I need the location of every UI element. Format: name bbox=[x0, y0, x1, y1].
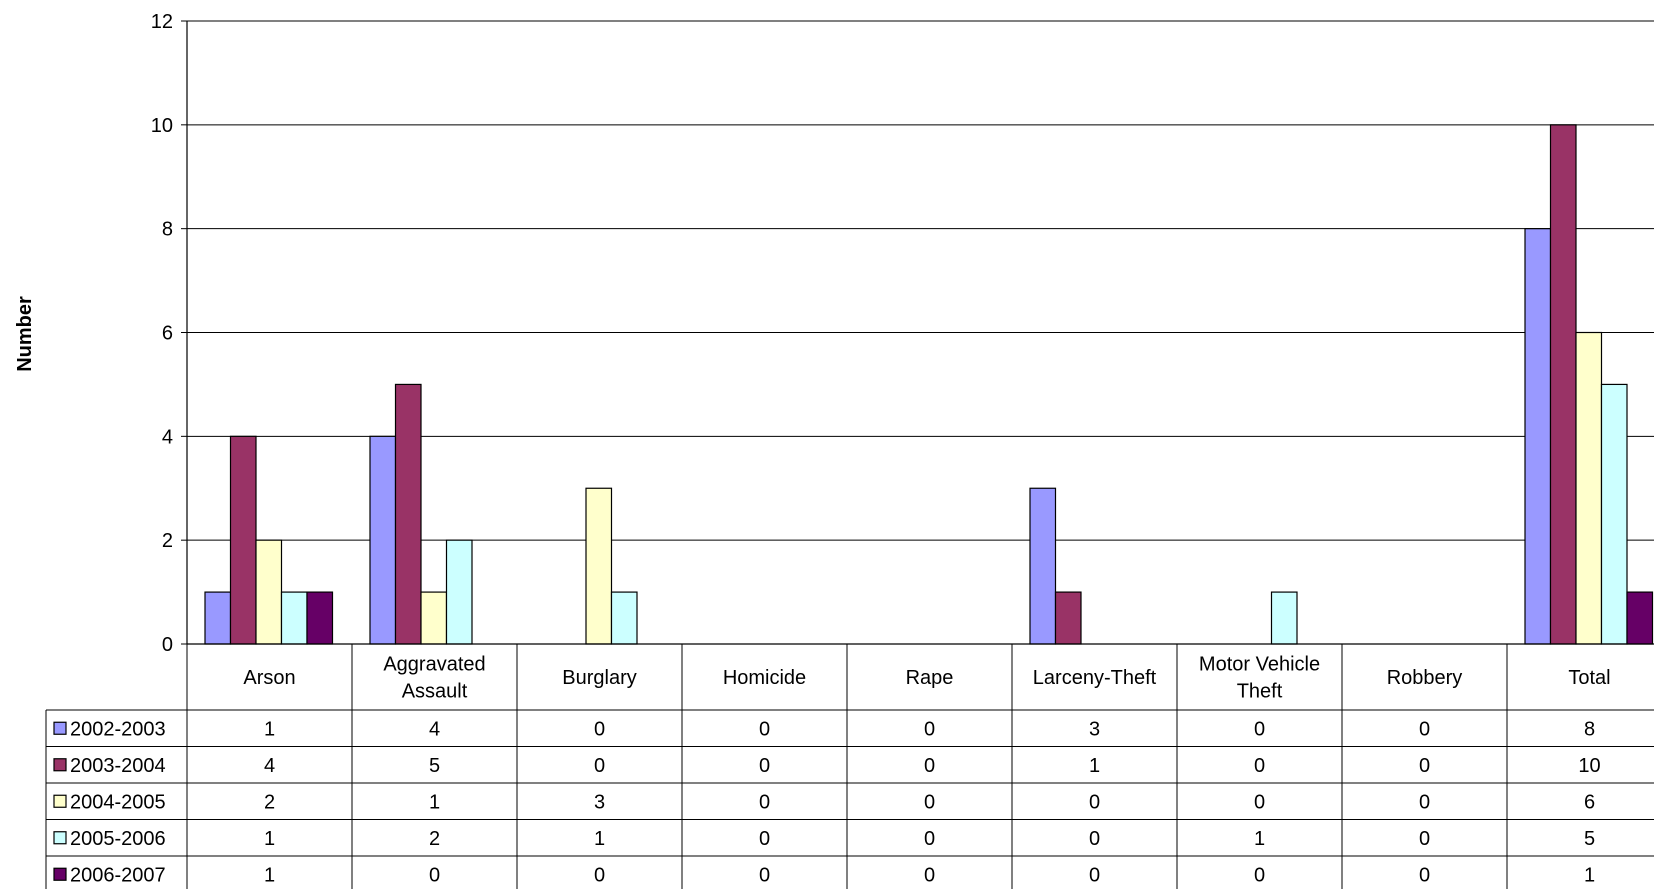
category-label: Aggravated bbox=[383, 654, 485, 676]
category-label: Rape bbox=[906, 667, 954, 689]
table-value: 2 bbox=[429, 828, 440, 850]
table-value: 0 bbox=[429, 864, 440, 886]
table-value: 0 bbox=[1254, 718, 1265, 740]
category-label: Robbery bbox=[1387, 667, 1463, 689]
table-value: 0 bbox=[1419, 755, 1430, 777]
legend-swatch bbox=[53, 831, 67, 845]
table-value: 0 bbox=[924, 828, 935, 850]
table-value: 0 bbox=[759, 755, 770, 777]
y-tick-label: 4 bbox=[162, 426, 173, 448]
bar bbox=[445, 539, 473, 645]
category-label: Larceny-Theft bbox=[1033, 667, 1157, 689]
table-value: 0 bbox=[594, 755, 605, 777]
table-value: 1 bbox=[1254, 828, 1265, 850]
table-value: 0 bbox=[924, 718, 935, 740]
table-value: 0 bbox=[924, 791, 935, 813]
table-value: 0 bbox=[1419, 718, 1430, 740]
bar bbox=[1549, 124, 1577, 645]
y-tick-label: 10 bbox=[151, 115, 173, 137]
category-label: Theft bbox=[1237, 681, 1283, 703]
table-value: 0 bbox=[759, 864, 770, 886]
y-axis-label: Number bbox=[14, 296, 36, 372]
bar bbox=[280, 591, 308, 645]
legend-label: 2002-2003 bbox=[70, 718, 166, 740]
table-value: 0 bbox=[759, 791, 770, 813]
table-value: 4 bbox=[429, 718, 440, 740]
legend-label: 2004-2005 bbox=[70, 791, 166, 813]
y-tick-label: 0 bbox=[162, 634, 173, 656]
category-label: Homicide bbox=[723, 667, 806, 689]
bar bbox=[1270, 591, 1298, 645]
table-value: 0 bbox=[759, 828, 770, 850]
legend-swatch bbox=[53, 867, 67, 881]
legend-swatch bbox=[53, 721, 67, 735]
table-value: 1 bbox=[264, 718, 275, 740]
bar bbox=[585, 487, 613, 645]
category-label: Arson bbox=[243, 667, 295, 689]
table-value: 0 bbox=[924, 755, 935, 777]
category-label: Total bbox=[1568, 667, 1610, 689]
data-table: Arson Aggravated Assault Burglary Homicide Ra… bbox=[45, 643, 1654, 889]
table-value: 0 bbox=[1419, 791, 1430, 813]
legend-swatch bbox=[53, 758, 67, 772]
bar bbox=[1524, 228, 1552, 645]
y-tick-label: 8 bbox=[162, 219, 173, 241]
category-label: Burglary bbox=[562, 667, 636, 689]
bar bbox=[369, 435, 397, 645]
gridlines bbox=[187, 20, 1654, 541]
bar bbox=[1575, 331, 1603, 645]
table-value: 0 bbox=[594, 864, 605, 886]
legend-label: 2006-2007 bbox=[70, 864, 166, 886]
bar bbox=[306, 591, 334, 645]
table-value: 8 bbox=[1584, 718, 1595, 740]
bars bbox=[204, 124, 1654, 645]
table-value: 1 bbox=[429, 791, 440, 813]
table-value: 1 bbox=[1089, 755, 1100, 777]
table-value: 1 bbox=[264, 864, 275, 886]
y-tick-label: 12 bbox=[151, 11, 173, 33]
category-label: Assault bbox=[402, 681, 468, 703]
table-value: 0 bbox=[594, 718, 605, 740]
bar bbox=[1029, 487, 1057, 645]
table-value: 2 bbox=[264, 791, 275, 813]
table-value: 4 bbox=[264, 755, 275, 777]
axes: 0 2 4 6 8 10 12 bbox=[151, 11, 188, 656]
table-value: 1 bbox=[594, 828, 605, 850]
table-value: 0 bbox=[1254, 755, 1265, 777]
table-value: 0 bbox=[1254, 864, 1265, 886]
y-tick-label: 2 bbox=[162, 530, 173, 552]
table-value: 1 bbox=[1584, 864, 1595, 886]
y-tick-label: 6 bbox=[162, 323, 173, 345]
table-value: 0 bbox=[1254, 791, 1265, 813]
legend-swatch bbox=[53, 794, 67, 808]
table-value: 6 bbox=[1584, 791, 1595, 813]
table-value: 1 bbox=[264, 828, 275, 850]
bar bbox=[229, 435, 257, 645]
table-value: 0 bbox=[1089, 864, 1100, 886]
bar bbox=[1626, 591, 1654, 645]
table-value: 0 bbox=[1419, 828, 1430, 850]
table-value: 0 bbox=[1419, 864, 1430, 886]
table-value: 10 bbox=[1578, 755, 1600, 777]
bar bbox=[1054, 591, 1082, 645]
table-value: 5 bbox=[429, 755, 440, 777]
category-label: Motor Vehicle bbox=[1199, 654, 1320, 676]
table-value: 3 bbox=[594, 791, 605, 813]
bar bbox=[420, 591, 448, 645]
bar bbox=[1600, 383, 1628, 645]
table-value: 0 bbox=[924, 864, 935, 886]
legend-label: 2005-2006 bbox=[70, 828, 166, 850]
table-value: 3 bbox=[1089, 718, 1100, 740]
bar bbox=[255, 539, 283, 645]
legend-label: 2003-2004 bbox=[70, 755, 166, 777]
table-value: 0 bbox=[759, 718, 770, 740]
table-value: 5 bbox=[1584, 828, 1595, 850]
bar bbox=[610, 591, 638, 645]
table-value: 0 bbox=[1089, 791, 1100, 813]
bar bbox=[204, 591, 232, 645]
table-value: 0 bbox=[1089, 828, 1100, 850]
bar bbox=[394, 383, 422, 645]
